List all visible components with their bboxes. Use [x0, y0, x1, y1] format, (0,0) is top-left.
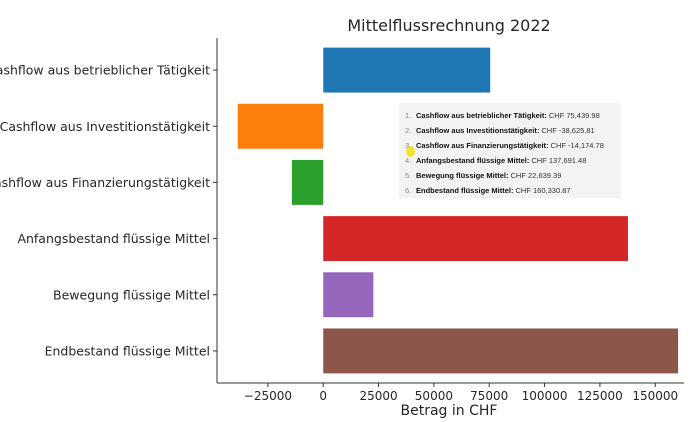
x-tick-label-2: 0	[319, 389, 327, 403]
annotation-value: CHF -38,625.81	[541, 126, 595, 135]
bar-4	[323, 216, 628, 262]
annotation-value: CHF 22,639.39	[510, 171, 562, 180]
annotation-number: 4.	[405, 156, 412, 165]
annotation-key: Cashflow aus Finanzierungstätigkeit:	[416, 141, 549, 150]
annotation-number: 3.	[405, 141, 416, 150]
annotation-key: Endbestand flüssige Mittel:	[416, 186, 514, 195]
bar-6	[323, 328, 679, 374]
cursor-highlight	[406, 146, 415, 157]
x-tick-label-5: 75000	[470, 389, 508, 403]
annotation-row-4: 4. Anfangsbestand flüssige Mittel: CHF 137…	[405, 153, 615, 168]
x-axis-label: Betrag in CHF	[401, 403, 498, 419]
annotation-key: Anfangsbestand flüssige Mittel:	[416, 156, 530, 165]
category-label-6: Endbestand flüssige Mittel	[45, 343, 210, 358]
bar-2	[237, 103, 324, 149]
annotation-value: CHF -14,174.78	[550, 141, 604, 150]
annotation-box: 1. Cashflow aus betrieblicher Tätigkeit: C…	[399, 103, 621, 198]
annotation-value: CHF 137,691.48	[531, 156, 587, 165]
bar-5	[323, 272, 374, 318]
bar-1	[323, 47, 491, 93]
x-tick-label-3: 25000	[359, 389, 397, 403]
category-label-1: Cashflow aus betrieblicher Tätigkeit	[0, 63, 210, 78]
annotation-row-6: 6. Endbestand flüssige Mittel: CHF 160,330…	[405, 183, 615, 198]
annotation-key: Bewegung flüssige Mittel:	[416, 171, 509, 180]
annotation-value: CHF 160,330.87	[515, 186, 571, 195]
annotation-value: CHF 75,439.98	[548, 111, 600, 120]
x-tick-label-1: −25000	[244, 389, 292, 403]
category-label-3: Cashflow aus Finanzierungstätigkeit	[0, 175, 210, 190]
annotation-number: 5.	[405, 171, 412, 180]
chart-title: Mittelflussrechnung 2022	[347, 16, 550, 35]
x-tick-label-4: 50000	[415, 389, 453, 403]
x-tick-label-7: 125000	[577, 389, 623, 403]
annotation-row-5: 5. Bewegung flüssige Mittel: CHF 22,639.39	[405, 168, 615, 183]
annotation-row-2: 2. Cashflow aus Investitionstätigkeit: CHF…	[405, 123, 615, 138]
annotation-number: 6.	[405, 186, 412, 195]
category-label-4: Anfangsbestand flüssige Mittel	[17, 231, 210, 246]
category-label-2: Cashflow aus Investitionstätigkeit	[0, 119, 210, 134]
category-label-5: Bewegung flüssige Mittel	[53, 287, 210, 302]
annotation-key: Cashflow aus betrieblicher Tätigkeit:	[416, 111, 547, 120]
x-tick-label-6: 100000	[522, 389, 568, 403]
bar-3	[291, 159, 324, 205]
annotation-key: Cashflow aus Investitionstätigkeit:	[416, 126, 540, 135]
annotation-row-1: 1. Cashflow aus betrieblicher Tätigkeit: C…	[405, 108, 615, 123]
annotation-row-3: 3.Cashflow aus Finanzierungstätigkeit:CH…	[405, 138, 615, 153]
x-tick-label-8: 150000	[632, 389, 678, 403]
annotation-number: 1.	[405, 111, 412, 120]
annotation-number: 2.	[405, 126, 412, 135]
